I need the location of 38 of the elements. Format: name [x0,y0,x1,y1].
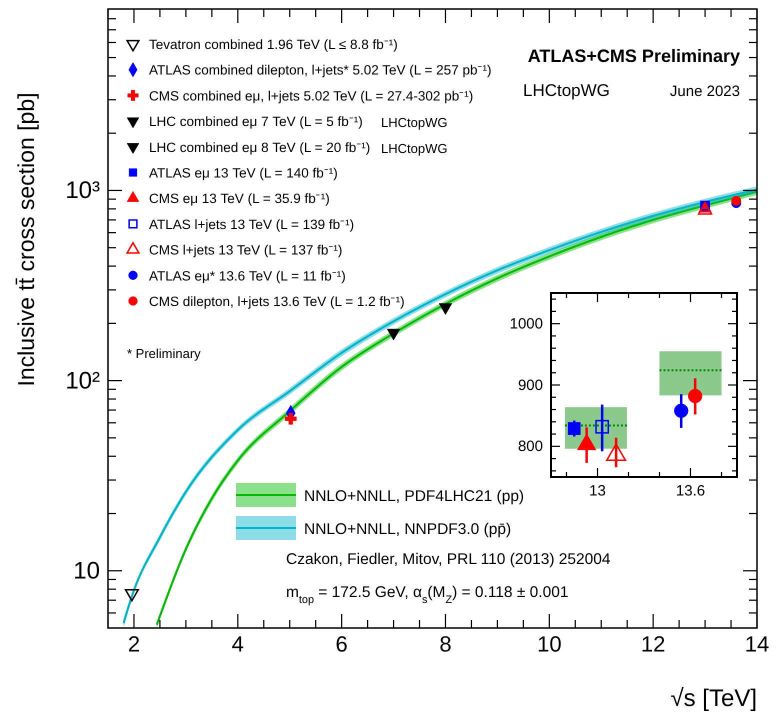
legend-label: CMS l+jets 13 TeV (L = 137 fb⁻¹) [149,242,342,258]
x-tick-label: 14 [744,632,770,657]
legend-label: CMS dilepton, l+jets 13.6 TeV (L = 1.2 fb⁻¹) [149,294,405,309]
x-tick-label: 12 [640,632,666,657]
x-tick-label: 4 [232,632,244,657]
x-tick-label: 8 [439,632,452,657]
y-tick-label: 800 [518,438,543,456]
legend-label: NNLO+NNLL, PDF4LHC21 (pp) [304,488,524,505]
legend-label: Tevatron combined 1.96 TeV (L ≤ 8.8 fb⁻¹) [149,37,398,52]
annotation: LHCtopWG [381,115,448,130]
y-tick-label: 10³ [65,177,100,204]
annotation: m$_{top}$ = 172.5 GeV, α$_{s}$(M$_{Z}$) = 0.118 ± 0.001 [286,584,568,606]
y-tick-label: 1000 [510,315,543,332]
x-tick-label: 13.6 [676,482,706,500]
legend-label: CMS combined eμ, l+jets 5.02 TeV (L = 27.4-302 pb⁻¹) [149,88,474,104]
annotation: * Preliminary [127,346,202,361]
legend-label: NNLO+NNLL, NNPDF3.0 (pp̄) [304,521,512,538]
x-tick-label: 10 [537,632,562,657]
legend-label: ATLAS eμ 13 TeV (L = 140 fb⁻¹) [149,166,338,180]
y-tick-label: 900 [518,376,543,394]
legend-label: LHC combined eμ 8 TeV (L = 20 fb⁻¹) [149,140,370,155]
annotation: LHCtopWG [381,141,448,156]
x-tick-label: 6 [336,632,348,657]
legend-label: ATLAS eμ* 13.6 TeV (L = 11 fb⁻¹) [149,268,346,284]
y-tick-label: 10² [65,367,100,394]
legend-label: CMS eμ 13 TeV (L = 35.9 fb⁻¹) [149,191,330,206]
annotation: June 2023 [670,83,740,100]
legend-label: ATLAS l+jets 13 TeV (L = 139 fb⁻¹) [149,216,354,232]
x-tick-label: 2 [128,632,140,657]
annotation: ATLAS+CMS Preliminary [528,46,740,66]
y-axis-title: Inclusive tt̄ cross section [pb] [13,92,39,387]
x-axis-title: √s [TeV] [670,685,757,712]
x-tick-label: 13 [589,482,606,500]
annotation: Czakon, Fiedler, Mitov, PRL 110 (2013) 252004 [286,551,611,568]
annotation: LHCtopWG [523,81,610,100]
legend-label: LHC combined eμ 7 TeV (L = 5 fb⁻¹) [149,114,363,130]
legend-label: ATLAS combined dilepton, l+jets* 5.02 TeV (L = 257 pb⁻¹) [149,62,492,78]
y-tick-label: 10 [73,557,100,584]
